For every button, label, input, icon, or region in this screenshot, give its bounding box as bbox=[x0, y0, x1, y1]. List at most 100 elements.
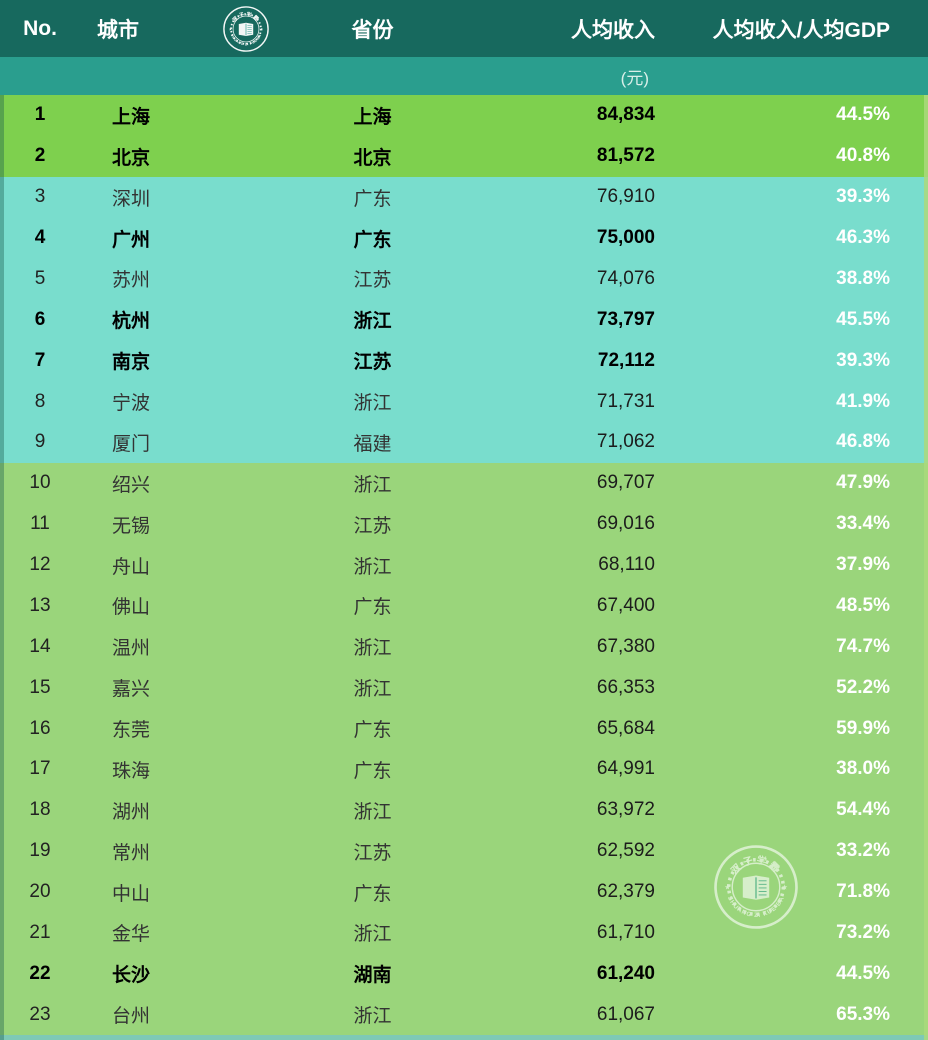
next-row-cutoff-strip bbox=[0, 1035, 928, 1040]
province-name: 广东 bbox=[353, 229, 392, 251]
city-name: 上海 bbox=[112, 106, 151, 128]
ratio-value: 41.9% bbox=[836, 390, 890, 412]
ratio-value: 46.3% bbox=[836, 227, 890, 249]
income-value: 71,731 bbox=[596, 390, 655, 412]
income-value: 81,572 bbox=[596, 145, 655, 167]
table-row: 1 上海 上海 84,834 44.5% bbox=[0, 95, 928, 136]
rank-number: 22 bbox=[29, 962, 51, 984]
city-name: 舟山 bbox=[112, 556, 151, 578]
table-row: 2 北京 北京 81,572 40.8% bbox=[0, 135, 928, 177]
rank-number: 13 bbox=[29, 594, 51, 616]
rank-number: 9 bbox=[34, 431, 46, 453]
income-value: 61,067 bbox=[596, 1003, 655, 1025]
table-row: 22 长沙 湖南 61,240 44.5% bbox=[0, 953, 928, 995]
city-name: 金华 bbox=[112, 924, 151, 946]
city-name: 湖州 bbox=[112, 801, 151, 823]
city-name: 珠海 bbox=[112, 760, 151, 782]
ratio-value: 44.5% bbox=[836, 962, 890, 984]
province-name: 广东 bbox=[353, 188, 392, 210]
city-name: 东莞 bbox=[112, 720, 151, 742]
ratio-value: 39.3% bbox=[836, 349, 890, 371]
rank-number: 23 bbox=[29, 1003, 51, 1025]
city-name: 台州 bbox=[112, 1006, 151, 1028]
province-name: 广东 bbox=[353, 720, 392, 742]
income-value: 71,062 bbox=[596, 431, 655, 453]
province-name: 上海 bbox=[353, 106, 392, 128]
city-name: 常州 bbox=[112, 842, 151, 864]
ratio-value: 38.0% bbox=[836, 758, 890, 780]
province-name: 浙江 bbox=[353, 311, 392, 333]
ratio-value: 54.4% bbox=[836, 799, 890, 821]
table-row: 3 深圳 广东 76,910 39.3% bbox=[0, 176, 928, 218]
income-value: 68,110 bbox=[598, 554, 655, 576]
table-row: 23 台州 浙江 61,067 65.3% bbox=[0, 994, 928, 1036]
income-value: 75,000 bbox=[596, 227, 655, 249]
rank-number: 14 bbox=[29, 635, 51, 657]
rank-number: 21 bbox=[29, 921, 51, 943]
ratio-value: 71.8% bbox=[836, 881, 890, 903]
province-name: 江苏 bbox=[353, 352, 392, 374]
table-row: 15 嘉兴 浙江 66,353 52.2% bbox=[0, 667, 928, 709]
table-body: 1 上海 上海 84,834 44.5% 2 北京 北京 81,572 40.8… bbox=[0, 95, 928, 1036]
province-name: 广东 bbox=[353, 883, 392, 905]
city-name: 绍兴 bbox=[112, 474, 151, 496]
income-value: 63,972 bbox=[596, 799, 655, 821]
table-row: 7 南京 江苏 72,112 39.3% bbox=[0, 340, 928, 382]
province-name: 广东 bbox=[353, 760, 392, 782]
table-row: 20 中山 广东 62,379 71.8% bbox=[0, 871, 928, 913]
table-row: 21 金华 浙江 61,710 73.2% bbox=[0, 912, 928, 954]
rank-number: 20 bbox=[29, 881, 51, 903]
rank-number: 3 bbox=[34, 186, 46, 208]
income-value: 72,112 bbox=[597, 349, 655, 371]
column-header-city: 城市 bbox=[97, 18, 139, 42]
city-name: 深圳 bbox=[112, 188, 151, 210]
rank-number: 10 bbox=[29, 472, 51, 494]
province-name: 江苏 bbox=[353, 842, 392, 864]
rank-number: 1 bbox=[34, 104, 46, 126]
rank-number: 16 bbox=[29, 717, 51, 739]
city-name: 北京 bbox=[112, 147, 151, 169]
ratio-value: 73.2% bbox=[836, 921, 890, 943]
city-name: 中山 bbox=[112, 883, 151, 905]
ratio-value: 48.5% bbox=[836, 594, 890, 616]
income-value: 69,016 bbox=[596, 513, 655, 535]
ratio-value: 37.9% bbox=[836, 554, 890, 576]
city-name: 厦门 bbox=[112, 433, 151, 455]
income-value: 65,684 bbox=[596, 717, 655, 739]
province-name: 广东 bbox=[353, 597, 392, 619]
brand-seal-icon bbox=[222, 5, 270, 53]
table-row: 4 广州 广东 75,000 46.3% bbox=[0, 217, 928, 259]
table-row: 17 珠海 广东 64,991 38.0% bbox=[0, 749, 928, 790]
ratio-value: 74.7% bbox=[836, 635, 890, 657]
province-name: 浙江 bbox=[353, 556, 392, 578]
income-value: 76,910 bbox=[596, 186, 655, 208]
column-header-province: 省份 bbox=[351, 18, 394, 42]
table-subheader-row: (元) bbox=[0, 57, 928, 95]
rank-number: 8 bbox=[34, 390, 46, 412]
table-row: 9 厦门 福建 71,062 46.8% bbox=[0, 422, 928, 463]
ratio-value: 59.9% bbox=[836, 717, 890, 739]
rank-number: 17 bbox=[29, 758, 51, 780]
column-header-income: 人均收入 bbox=[571, 18, 655, 42]
province-name: 湖南 bbox=[353, 965, 392, 987]
ratio-value: 46.8% bbox=[836, 431, 890, 453]
income-value: 67,400 bbox=[596, 594, 655, 616]
city-name: 佛山 bbox=[112, 597, 151, 619]
ratio-value: 39.3% bbox=[836, 186, 890, 208]
table-row: 12 舟山 浙江 68,110 37.9% bbox=[0, 544, 928, 586]
ratio-value: 40.8% bbox=[836, 145, 890, 167]
rank-number: 12 bbox=[29, 554, 51, 576]
table-row: 6 杭州 浙江 73,797 45.5% bbox=[0, 299, 928, 341]
table-row: 14 温州 浙江 67,380 74.7% bbox=[0, 626, 928, 668]
ratio-value: 38.8% bbox=[836, 267, 890, 289]
rank-number: 19 bbox=[29, 840, 51, 862]
table-row: 11 无锡 江苏 69,016 33.4% bbox=[0, 503, 928, 545]
ratio-value: 33.2% bbox=[836, 840, 890, 862]
city-name: 杭州 bbox=[112, 311, 151, 333]
table-row: 8 宁波 浙江 71,731 41.9% bbox=[0, 381, 928, 422]
province-name: 浙江 bbox=[353, 801, 392, 823]
rank-number: 6 bbox=[34, 308, 46, 330]
province-name: 浙江 bbox=[353, 1006, 392, 1028]
income-value: 61,240 bbox=[596, 962, 655, 984]
